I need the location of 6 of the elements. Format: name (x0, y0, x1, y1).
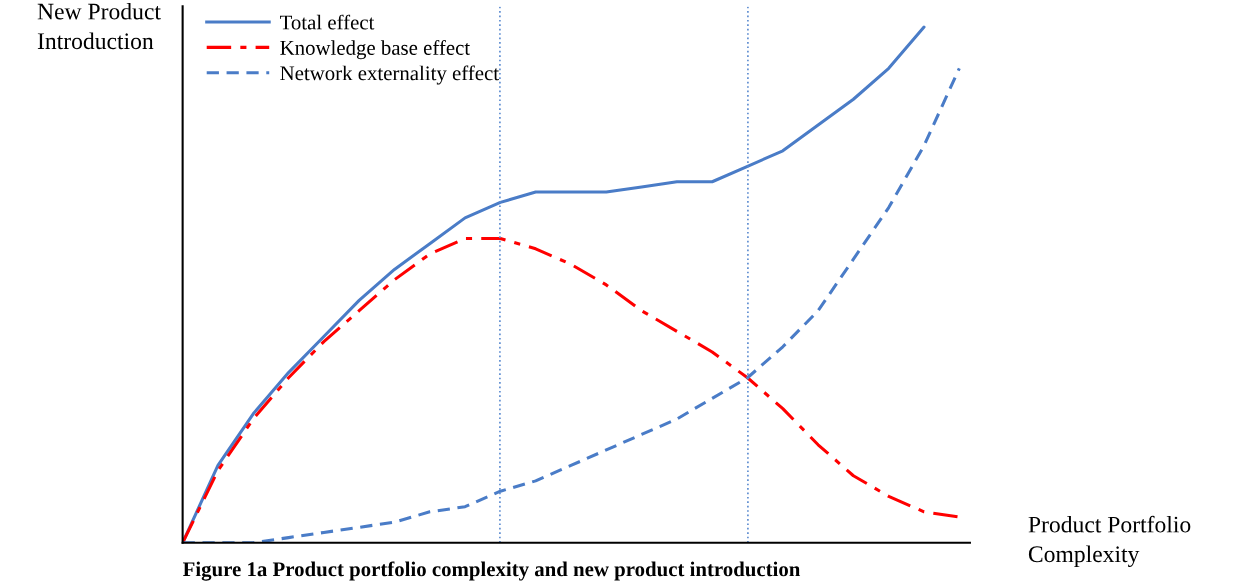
y-axis-title: New Product Introduction (37, 2, 161, 50)
legend-label: Total effect (280, 14, 375, 30)
caption: Figure 1a Product portfolio complexity and new product introduction (182, 561, 801, 581)
legend-label: Network externality effect (280, 65, 499, 85)
legend-label: Knowledge base effect (280, 40, 471, 60)
x-axis-title: Product Portfolio Complexity (1028, 515, 1191, 568)
